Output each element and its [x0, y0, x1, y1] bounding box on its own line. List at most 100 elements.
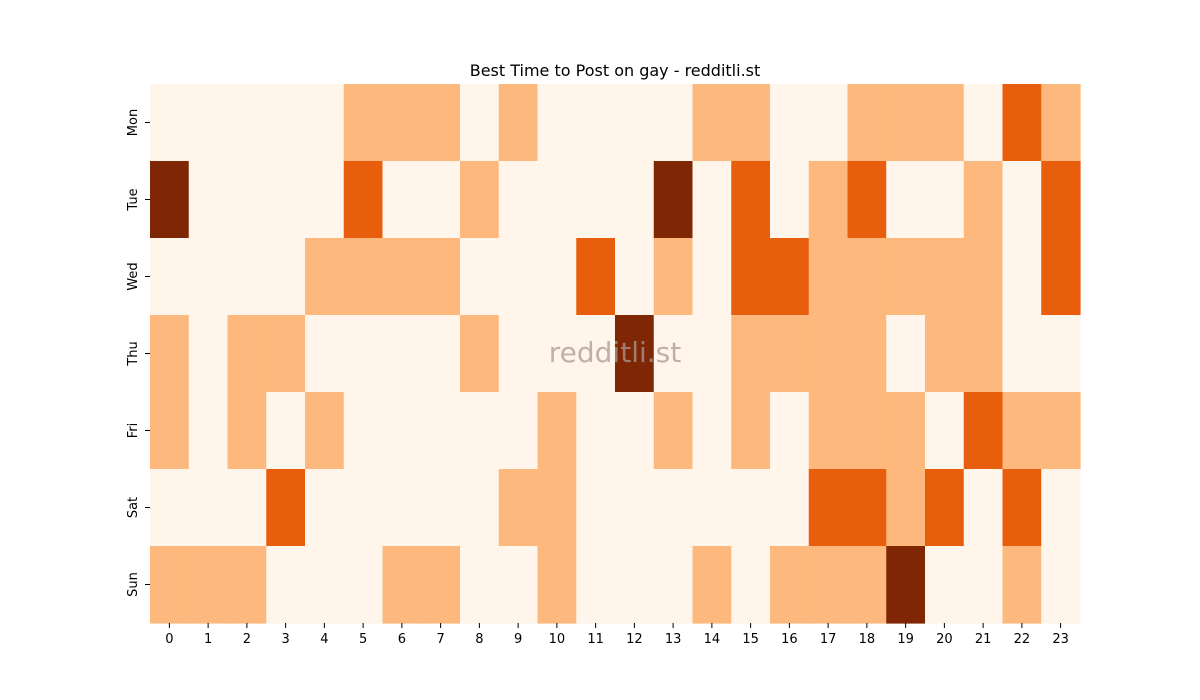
chart-title: Best Time to Post on gay - redditli.st: [470, 61, 761, 80]
x-tick-label: 7: [436, 632, 444, 647]
heatmap-cell-sun-22: [1002, 546, 1042, 624]
heatmap-cell-wed-15: [731, 238, 771, 316]
x-tick-label: 12: [626, 632, 643, 647]
heatmap-cell-tue-6: [382, 161, 422, 239]
x-tick-label: 15: [742, 632, 759, 647]
heatmap-cell-mon-4: [305, 84, 345, 162]
heatmap-cell-sat-8: [460, 469, 500, 547]
heatmap-cell-sun-19: [886, 546, 926, 624]
heatmap-cell-sat-17: [808, 469, 849, 547]
heatmap-cell-wed-21: [963, 238, 1004, 316]
heatmap-cell-thu-5: [343, 315, 384, 393]
heatmap-cell-mon-20: [925, 84, 965, 162]
heatmap-cell-sun-14: [692, 546, 732, 624]
x-tick-label: 0: [165, 632, 173, 647]
heatmap-cell-thu-17: [808, 315, 849, 393]
heatmap-cell-sat-11: [576, 469, 616, 547]
heatmap-cell-thu-21: [963, 315, 1004, 393]
y-tick-label: Sat: [126, 497, 141, 518]
heatmap-cell-mon-14: [692, 84, 732, 162]
heatmap-cell-mon-0: [150, 84, 190, 162]
heatmap-cell-wed-11: [576, 238, 616, 316]
heatmap-cell-fri-21: [963, 392, 1004, 470]
x-tick-label: 11: [587, 632, 604, 647]
heatmap-cell-tue-18: [847, 161, 887, 239]
x-tick-label: 18: [859, 632, 876, 647]
heatmap-cell-fri-23: [1041, 392, 1081, 470]
heatmap-cell-wed-4: [305, 238, 345, 316]
heatmap-cell-fri-8: [460, 392, 500, 470]
heatmap-cell-sun-16: [770, 546, 810, 624]
heatmap-cell-mon-7: [421, 84, 461, 162]
heatmap-cell-wed-17: [808, 238, 849, 316]
heatmap-cell-thu-16: [770, 315, 810, 393]
heatmap-cell-tue-8: [460, 161, 500, 239]
heatmap-cell-tue-16: [770, 161, 810, 239]
heatmap-cell-sun-1: [188, 546, 229, 624]
heatmap-cell-wed-2: [227, 238, 267, 316]
heatmap-cell-fri-15: [731, 392, 771, 470]
heatmap-cell-thu-18: [847, 315, 887, 393]
x-tick-label: 6: [398, 632, 406, 647]
heatmap-cell-mon-15: [731, 84, 771, 162]
heatmap-cell-tue-20: [925, 161, 965, 239]
x-tick-label: 16: [781, 632, 798, 647]
heatmap-cell-fri-19: [886, 392, 926, 470]
heatmap-cell-fri-9: [498, 392, 539, 470]
heatmap-cell-tue-0: [150, 161, 190, 239]
heatmap-cell-fri-20: [925, 392, 965, 470]
heatmap-cell-fri-5: [343, 392, 384, 470]
heatmap-cell-fri-18: [847, 392, 887, 470]
heatmap-cell-sun-6: [382, 546, 422, 624]
heatmap-cell-mon-6: [382, 84, 422, 162]
heatmap-cell-wed-10: [537, 238, 577, 316]
heatmap-cell-wed-5: [343, 238, 384, 316]
heatmap-cell-fri-14: [692, 392, 732, 470]
heatmap-cell-tue-2: [227, 161, 267, 239]
heatmap-cell-fri-17: [808, 392, 849, 470]
heatmap-cell-thu-6: [382, 315, 422, 393]
heatmap-cell-sun-23: [1041, 546, 1081, 624]
heatmap-cell-thu-20: [925, 315, 965, 393]
heatmap-cell-mon-11: [576, 84, 616, 162]
heatmap-cell-sun-20: [925, 546, 965, 624]
y-tick-label: Mon: [126, 109, 141, 136]
heatmap-cell-mon-13: [653, 84, 694, 162]
x-tick-label: 4: [320, 632, 328, 647]
x-tick-label: 5: [359, 632, 367, 647]
heatmap-cell-wed-3: [266, 238, 306, 316]
heatmap-cell-wed-22: [1002, 238, 1042, 316]
heatmap-cell-sun-12: [615, 546, 655, 624]
heatmap-cell-mon-9: [498, 84, 539, 162]
heatmap-cell-mon-22: [1002, 84, 1042, 162]
heatmap-cell-sun-0: [150, 546, 190, 624]
y-tick-label: Tue: [126, 188, 141, 211]
heatmap-cell-thu-2: [227, 315, 267, 393]
heatmap-cell-sun-9: [498, 546, 539, 624]
heatmap-cell-tue-4: [305, 161, 345, 239]
heatmap-cell-sat-18: [847, 469, 887, 547]
heatmap-cell-mon-19: [886, 84, 926, 162]
heatmap-cell-sun-8: [460, 546, 500, 624]
heatmap-cell-thu-3: [266, 315, 306, 393]
heatmap-cell-tue-11: [576, 161, 616, 239]
heatmap-cell-sat-12: [615, 469, 655, 547]
heatmap-cell-sun-11: [576, 546, 616, 624]
heatmap-cell-sat-13: [653, 469, 694, 547]
x-tick-label: 14: [704, 632, 721, 647]
heatmap-cell-mon-5: [343, 84, 384, 162]
y-axis: Mon Tue Wed Thu Fri Sat Sun: [126, 109, 150, 597]
heatmap-cell-wed-12: [615, 238, 655, 316]
heatmap-cell-fri-7: [421, 392, 461, 470]
heatmap-cell-sat-7: [421, 469, 461, 547]
x-tick-label: 13: [665, 632, 682, 647]
heatmap-cell-tue-15: [731, 161, 771, 239]
heatmap-cell-wed-18: [847, 238, 887, 316]
heatmap-cell-wed-14: [692, 238, 732, 316]
heatmap-cell-tue-12: [615, 161, 655, 239]
heatmap-cell-tue-10: [537, 161, 577, 239]
heatmap-cell-thu-14: [692, 315, 732, 393]
heatmap-cell-thu-1: [188, 315, 229, 393]
heatmap-cell-tue-3: [266, 161, 306, 239]
